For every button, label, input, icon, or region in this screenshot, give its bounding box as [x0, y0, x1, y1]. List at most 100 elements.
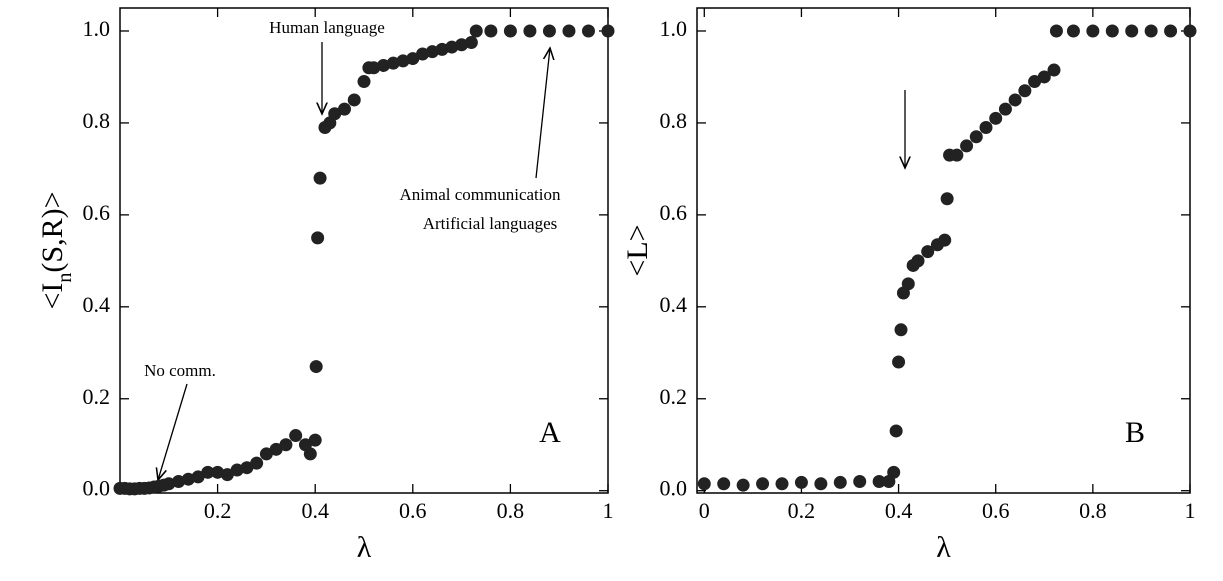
x-tick-label: 1: [603, 498, 614, 523]
point: [220, 468, 234, 482]
x-tick-label: 1: [1185, 498, 1196, 523]
y-tick-label: 0.4: [660, 292, 688, 317]
x-tick-label: 0.8: [1079, 498, 1107, 523]
point: [1047, 63, 1061, 77]
point: [1105, 24, 1119, 38]
point: [794, 475, 808, 489]
point: [425, 45, 439, 59]
y-axis-label-part: <I: [36, 283, 69, 310]
point: [775, 477, 789, 491]
point: [1125, 24, 1139, 38]
plot-frame: [696, 7, 1191, 494]
point: [337, 102, 351, 116]
point: [406, 52, 420, 66]
arrow: [158, 383, 188, 480]
x-tick-label: 0.2: [204, 498, 232, 523]
point: [309, 360, 323, 374]
point: [998, 102, 1012, 116]
point: [484, 24, 498, 38]
point: [445, 40, 459, 54]
y-tick-label: 1.0: [83, 16, 111, 41]
point: [240, 461, 254, 475]
point: [191, 470, 205, 484]
point: [1049, 24, 1063, 38]
y-tick-label: 1.0: [660, 16, 688, 41]
point: [1008, 93, 1022, 107]
x-tick-label: 0: [699, 498, 710, 523]
point: [960, 139, 974, 153]
y-axis-label-part: (S,R)>: [36, 191, 69, 272]
point: [921, 245, 935, 259]
y-tick-label: 0.4: [83, 292, 111, 317]
x-tick-label: 0.8: [497, 498, 525, 523]
x-axis-label: λ: [357, 531, 372, 564]
point: [562, 24, 576, 38]
annotation: Animal communication: [400, 185, 561, 204]
x-tick-label: 0.4: [301, 498, 329, 523]
point: [717, 477, 731, 491]
y-tick-label: 0.0: [660, 476, 688, 501]
point: [901, 277, 915, 291]
point: [311, 231, 325, 245]
point: [469, 24, 483, 38]
point: [872, 475, 886, 489]
point: [416, 47, 430, 61]
point: [950, 148, 964, 162]
y-axis-label: <L>: [621, 224, 654, 276]
point: [279, 438, 293, 452]
y-tick-label: 0.2: [83, 384, 111, 409]
point: [697, 477, 711, 491]
point: [367, 61, 381, 75]
point: [756, 477, 770, 491]
y-tick-label: 0.0: [83, 476, 111, 501]
point: [328, 107, 342, 121]
point: [386, 56, 400, 70]
point: [181, 472, 195, 486]
annotation: Human language: [269, 18, 385, 37]
plot-frame: [119, 7, 609, 494]
point: [435, 42, 449, 56]
y-tick-label: 0.6: [83, 200, 111, 225]
point: [892, 355, 906, 369]
point: [833, 475, 847, 489]
point: [172, 475, 186, 489]
point: [455, 38, 469, 52]
y-tick-label: 0.8: [83, 108, 111, 133]
point: [230, 463, 244, 477]
point: [601, 24, 615, 38]
point: [1144, 24, 1158, 38]
point: [989, 111, 1003, 125]
point: [250, 456, 264, 470]
point: [523, 24, 537, 38]
y-tick-label: 0.2: [660, 384, 688, 409]
y-axis-label-part: n: [54, 273, 76, 283]
point: [911, 254, 925, 268]
point: [1018, 84, 1032, 98]
point: [1066, 24, 1080, 38]
point: [1086, 24, 1100, 38]
y-axis-label: <In(S,R)>: [36, 191, 76, 309]
point: [269, 442, 283, 456]
point: [289, 429, 303, 443]
y-tick-label: 0.8: [660, 108, 688, 133]
annotation: Artificial languages: [423, 214, 558, 233]
arrow: [535, 48, 550, 179]
point: [894, 323, 908, 337]
point: [542, 24, 556, 38]
point: [1028, 75, 1042, 89]
point: [464, 35, 478, 49]
point: [938, 233, 952, 247]
point: [357, 75, 371, 89]
point: [1164, 24, 1178, 38]
x-tick-label: 0.6: [399, 498, 427, 523]
point: [347, 93, 361, 107]
point: [979, 121, 993, 135]
point: [969, 130, 983, 144]
y-tick-label: 0.6: [660, 200, 688, 225]
point: [814, 477, 828, 491]
point: [211, 465, 225, 479]
point: [889, 424, 903, 438]
panel-label: B: [1125, 416, 1145, 449]
x-tick-label: 0.6: [982, 498, 1010, 523]
